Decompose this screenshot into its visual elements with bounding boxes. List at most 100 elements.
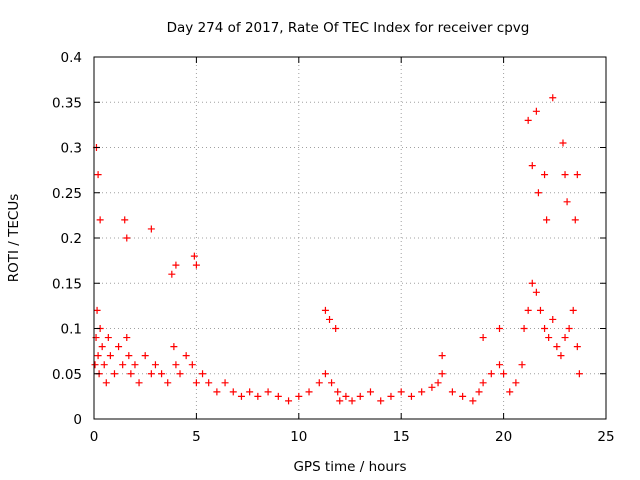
data-point xyxy=(532,107,540,115)
x-tick-label: 5 xyxy=(192,429,201,445)
data-point xyxy=(563,198,571,206)
data-point xyxy=(336,397,344,405)
data-point xyxy=(561,171,569,179)
data-point xyxy=(164,379,172,387)
data-point xyxy=(199,370,207,378)
data-point xyxy=(434,379,442,387)
y-tick-label: 0.15 xyxy=(52,276,82,292)
data-point xyxy=(512,379,520,387)
data-point xyxy=(172,261,180,269)
data-point xyxy=(500,370,508,378)
data-point xyxy=(342,392,350,400)
data-point xyxy=(366,388,374,396)
data-point xyxy=(321,370,329,378)
data-point xyxy=(127,370,135,378)
data-point xyxy=(321,306,329,314)
data-point xyxy=(192,261,200,269)
data-point xyxy=(91,361,99,369)
data-point xyxy=(569,306,577,314)
data-point xyxy=(496,361,504,369)
data-point xyxy=(147,225,155,233)
data-point xyxy=(545,334,553,342)
y-tick-label: 0 xyxy=(73,412,82,428)
data-point xyxy=(536,306,544,314)
x-tick-label: 15 xyxy=(393,429,410,445)
data-point xyxy=(96,216,104,224)
data-point xyxy=(254,392,262,400)
x-tick-label: 25 xyxy=(597,429,614,445)
x-axis-label: GPS time / hours xyxy=(293,459,406,475)
data-point xyxy=(135,379,143,387)
data-point xyxy=(475,388,483,396)
data-point xyxy=(115,343,123,351)
data-point xyxy=(571,216,579,224)
data-point xyxy=(315,379,323,387)
data-point xyxy=(348,397,356,405)
data-point xyxy=(438,352,446,360)
data-point xyxy=(176,370,184,378)
data-point xyxy=(188,361,196,369)
x-tick-label: 20 xyxy=(495,429,512,445)
data-point xyxy=(246,388,254,396)
data-point xyxy=(326,315,334,323)
data-point xyxy=(459,392,467,400)
data-point xyxy=(518,361,526,369)
data-point xyxy=(534,189,542,197)
data-point xyxy=(332,325,340,332)
data-point xyxy=(448,388,456,396)
data-point xyxy=(575,370,583,378)
data-point xyxy=(151,361,159,369)
x-tick-label: 10 xyxy=(290,429,307,445)
data-point xyxy=(158,370,166,378)
data-point xyxy=(98,343,106,351)
data-point xyxy=(407,392,415,400)
data-point xyxy=(190,252,198,260)
data-point xyxy=(106,352,114,360)
data-point xyxy=(506,388,514,396)
data-point xyxy=(334,388,342,396)
data-point xyxy=(221,379,229,387)
data-point xyxy=(541,171,549,179)
data-point xyxy=(104,334,112,342)
data-point xyxy=(418,388,426,396)
x-tick-label: 0 xyxy=(90,429,99,445)
data-point xyxy=(305,388,313,396)
data-point xyxy=(573,343,581,351)
data-point xyxy=(94,171,102,179)
data-point xyxy=(285,397,293,405)
data-point xyxy=(541,325,549,332)
data-point xyxy=(561,334,569,342)
data-point xyxy=(532,288,540,296)
data-point xyxy=(524,306,532,314)
y-tick-label: 0.25 xyxy=(52,186,82,202)
data-point xyxy=(553,343,561,351)
data-point xyxy=(229,388,237,396)
data-point xyxy=(377,397,385,405)
y-axis-ticks: 0 0.05 0.1 0.15 0.2 0.25 0.3 0.35 0.4 xyxy=(52,50,606,428)
data-point xyxy=(469,397,477,405)
data-point xyxy=(123,234,131,242)
data-point xyxy=(123,334,131,342)
data-point xyxy=(110,370,118,378)
data-point xyxy=(549,94,557,102)
y-tick-label: 0.4 xyxy=(61,50,82,66)
data-point xyxy=(487,370,495,378)
data-point xyxy=(94,352,102,360)
y-tick-label: 0.3 xyxy=(61,141,82,157)
data-point xyxy=(182,352,190,360)
data-point xyxy=(170,343,178,351)
y-tick-label: 0.2 xyxy=(61,231,82,247)
data-point xyxy=(479,334,487,342)
data-point xyxy=(192,379,200,387)
data-point xyxy=(559,139,567,147)
data-point xyxy=(100,361,108,369)
data-point xyxy=(524,116,532,124)
y-tick-label: 0.05 xyxy=(52,367,82,383)
data-point xyxy=(141,352,149,360)
data-point xyxy=(520,325,528,332)
y-axis-label: ROTI / TECUs xyxy=(6,194,22,282)
data-point xyxy=(528,279,536,287)
grid-lines xyxy=(94,57,606,419)
data-point xyxy=(528,162,536,170)
